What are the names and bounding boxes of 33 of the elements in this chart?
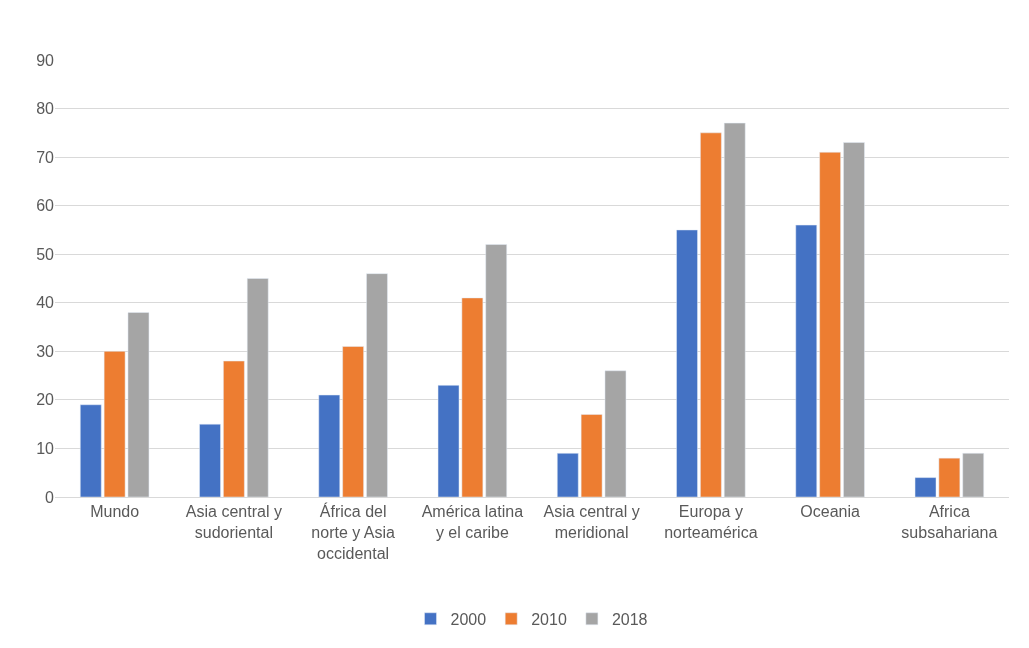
bar bbox=[246, 278, 269, 497]
y-tick-label: 90 bbox=[36, 51, 55, 69]
bar bbox=[366, 273, 388, 497]
y-tick-label: 50 bbox=[36, 245, 55, 263]
legend-label: 2018 bbox=[611, 611, 648, 629]
y-tick-label: 20 bbox=[36, 391, 55, 409]
x-tick-label: Asia central y sudoriental bbox=[185, 503, 282, 541]
x-tick-label: Mundo bbox=[90, 503, 140, 521]
y-tick-label: 80 bbox=[36, 100, 55, 118]
y-tick-label: 70 bbox=[36, 148, 55, 166]
bar bbox=[843, 142, 865, 497]
bar bbox=[676, 229, 698, 497]
legend-label: 2000 bbox=[450, 611, 487, 629]
bar bbox=[795, 224, 818, 497]
x-tick-label: Oceania bbox=[800, 503, 861, 521]
x-tick-label: Europa y norteamérica bbox=[664, 503, 758, 541]
x-tick-label: Africa subsahariana bbox=[901, 503, 998, 541]
bar bbox=[342, 346, 364, 497]
y-tick-label: 0 bbox=[45, 488, 55, 506]
y-tick-label: 40 bbox=[36, 294, 55, 312]
bar bbox=[700, 132, 722, 497]
bar bbox=[819, 152, 841, 497]
legend-label: 2010 bbox=[531, 611, 567, 629]
x-tick-label: América latina y el caribe bbox=[421, 503, 524, 541]
x-tick-label: Asia central y meridional bbox=[543, 503, 640, 541]
bar bbox=[199, 423, 221, 497]
y-tick-label: 30 bbox=[36, 342, 55, 360]
x-tick-label: África del norte y Asia occidental bbox=[311, 502, 396, 562]
bar bbox=[318, 394, 341, 497]
bar bbox=[723, 122, 746, 497]
bar bbox=[223, 360, 245, 497]
y-tick-label: 10 bbox=[36, 440, 55, 458]
y-tick-label: 60 bbox=[36, 197, 55, 215]
